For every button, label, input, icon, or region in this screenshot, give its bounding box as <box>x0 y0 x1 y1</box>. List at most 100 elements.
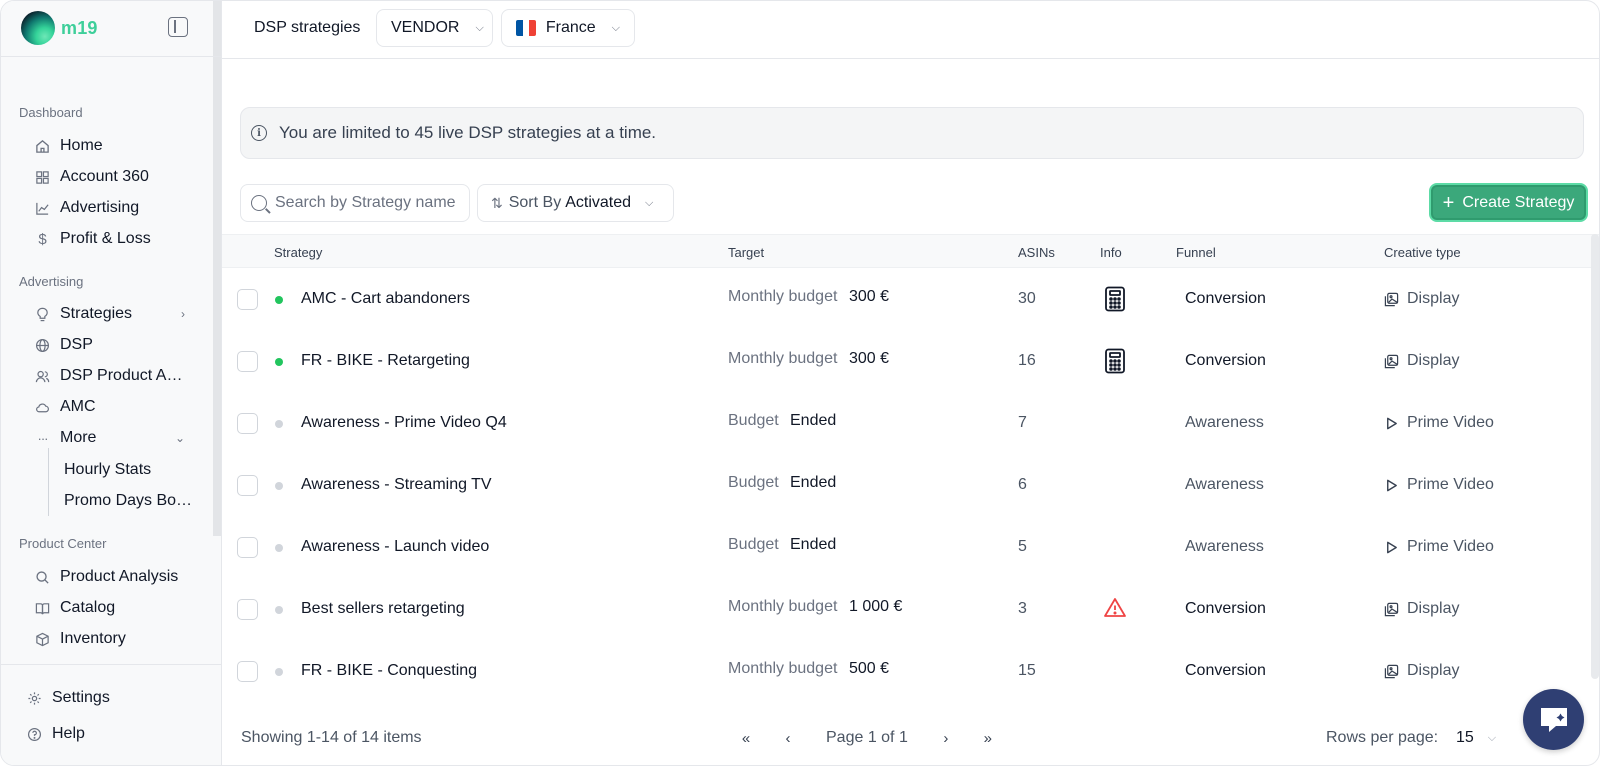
users-icon <box>35 369 50 384</box>
search-input[interactable] <box>275 194 455 212</box>
chevron-down-icon: ⌵ <box>475 21 484 34</box>
row-checkbox[interactable] <box>237 537 258 558</box>
asins-count: 5 <box>1018 538 1027 555</box>
chart-line-icon <box>35 201 50 216</box>
brand[interactable]: m19 <box>21 11 98 45</box>
strategy-search[interactable] <box>240 184 470 222</box>
sidebar-item-inventory[interactable]: Inventory <box>35 626 195 652</box>
section-title-product-center: Product Center <box>19 536 107 551</box>
strategy-name[interactable]: Best sellers retargeting <box>301 600 465 617</box>
sidebar-item-dsp[interactable]: DSP <box>35 332 195 358</box>
sidebar-item-advertising[interactable]: Advertising <box>35 195 195 221</box>
ellipsis-icon: ··· <box>37 430 49 446</box>
first-page-icon[interactable]: « <box>741 729 751 747</box>
search-icon <box>251 195 267 211</box>
strategy-name[interactable]: Awareness - Streaming TV <box>301 476 492 493</box>
marketplace-dropdown[interactable]: France ⌵ <box>501 9 635 47</box>
sidebar-item-home[interactable]: Home <box>35 133 195 159</box>
table-row[interactable]: Awareness - Streaming TV Budget Ended 6 Awar… <box>222 455 1592 517</box>
calculator-icon[interactable] <box>1103 348 1127 374</box>
strategy-name[interactable]: FR - BIKE - Retargeting <box>301 352 470 369</box>
table-scrollbar[interactable] <box>1591 234 1599 679</box>
table-row[interactable]: Awareness - Prime Video Q4 Budget Ended 7 Aw… <box>222 393 1592 455</box>
table-row[interactable]: FR - BIKE - Conquesting Monthly budget 500… <box>222 641 1592 703</box>
sidebar-item-label: Inventory <box>60 630 126 647</box>
table-row[interactable]: AMC - Cart abandoners Monthly budget 300 €… <box>222 269 1592 331</box>
target-label: Budget <box>728 474 779 491</box>
sidebar-divider <box>1 664 222 665</box>
funnel-value: Conversion <box>1185 290 1266 307</box>
account-type-dropdown[interactable]: VENDOR ⌵ <box>376 9 493 47</box>
sidebar-item-profit-loss[interactable]: $ Profit & Loss <box>35 226 195 252</box>
sidebar-item-label: DSP Product Audiences <box>60 367 188 384</box>
sidebar-item-dsp-product-audiences[interactable]: DSP Product Audiences <box>35 363 195 389</box>
calculator-icon[interactable] <box>1103 286 1127 312</box>
warning-icon[interactable] <box>1103 596 1127 622</box>
target-label: Monthly budget <box>728 288 838 305</box>
create-strategy-button[interactable]: + Create Strategy <box>1429 183 1588 222</box>
column-header-target[interactable]: Target <box>728 245 765 260</box>
sidebar-subitem-promo-days-boost[interactable]: Promo Days Boost <box>64 492 194 509</box>
table-row[interactable]: Best sellers retargeting Monthly budget 1 … <box>222 579 1592 641</box>
sidebar-subitem-hourly-stats[interactable]: Hourly Stats <box>64 461 152 478</box>
row-checkbox[interactable] <box>237 599 258 620</box>
next-page-icon[interactable]: › <box>943 729 949 747</box>
display-image-icon <box>1384 664 1399 679</box>
column-header-creative-type[interactable]: Creative type <box>1384 245 1461 260</box>
sidebar-item-amc[interactable]: AMC <box>35 394 195 420</box>
strategy-name[interactable]: Awareness - Launch video <box>301 538 490 555</box>
asins-count: 7 <box>1018 414 1027 431</box>
strategy-name[interactable]: Awareness - Prime Video Q4 <box>301 414 507 431</box>
target-value: 300 € <box>849 288 890 305</box>
target-value: 500 € <box>849 660 890 677</box>
row-checkbox[interactable] <box>237 661 258 682</box>
table-row[interactable]: Awareness - Launch video Budget Ended 5 Awar… <box>222 517 1592 579</box>
chevron-down-icon: ⌵ <box>645 196 654 209</box>
last-page-icon[interactable]: » <box>983 729 993 747</box>
sidebar-item-settings[interactable]: Settings <box>27 689 110 707</box>
row-checkbox[interactable] <box>237 475 258 496</box>
creative-type-label: Display <box>1407 662 1460 679</box>
column-header-asins[interactable]: ASINs <box>1018 245 1055 260</box>
sidebar-item-account-360[interactable]: Account 360 <box>35 164 195 190</box>
status-dot <box>275 420 283 428</box>
sort-dropdown[interactable]: ⇅ Sort By Activated ⌵ <box>477 184 674 222</box>
row-checkbox[interactable] <box>237 289 258 310</box>
sidebar-item-catalog[interactable]: Catalog <box>35 595 195 621</box>
sidebar-item-label: More <box>60 429 97 446</box>
sidebar-item-help[interactable]: Help <box>27 725 85 743</box>
france-flag-icon <box>516 20 536 36</box>
funnel-value: Awareness <box>1185 538 1264 555</box>
row-checkbox[interactable] <box>237 413 258 434</box>
table-row[interactable]: FR - BIKE - Retargeting Monthly budget 300… <box>222 331 1592 393</box>
play-icon <box>1384 478 1399 493</box>
gear-icon <box>27 691 42 706</box>
column-header-funnel[interactable]: Funnel <box>1176 245 1216 260</box>
chat-support-button[interactable] <box>1523 689 1584 750</box>
sidebar-item-product-analysis[interactable]: Product Analysis <box>35 564 195 590</box>
target-label: Monthly budget <box>728 598 838 615</box>
status-dot <box>275 296 283 304</box>
status-dot <box>275 544 283 552</box>
sidebar-item-label: Help <box>52 725 85 742</box>
target-label: Budget <box>728 536 779 553</box>
sidebar: m19 Dashboard Home Account 360 Advertisi… <box>1 1 222 765</box>
logo <box>21 11 55 45</box>
strategy-name[interactable]: AMC - Cart abandoners <box>301 290 470 307</box>
sidebar-toggle-icon[interactable] <box>168 17 188 37</box>
status-dot <box>275 606 283 614</box>
sidebar-item-label: Product Analysis <box>60 568 179 585</box>
prev-page-icon[interactable]: ‹ <box>785 729 791 747</box>
row-checkbox[interactable] <box>237 351 258 372</box>
strategy-name[interactable]: FR - BIKE - Conquesting <box>301 662 478 679</box>
rows-per-page-select[interactable]: 15 ⌵ <box>1456 729 1496 747</box>
section-title-advertising: Advertising <box>19 274 84 289</box>
column-header-strategy[interactable]: Strategy <box>274 245 323 260</box>
funnel-value: Conversion <box>1185 600 1266 617</box>
top-bar: DSP strategies VENDOR ⌵ France ⌵ <box>222 1 1599 59</box>
sidebar-item-strategies[interactable]: Strategies › <box>35 301 195 327</box>
play-icon <box>1384 416 1399 431</box>
sidebar-item-more[interactable]: ··· More ⌄ <box>35 425 195 451</box>
sidebar-scrollbar[interactable] <box>213 1 221 536</box>
globe-icon <box>35 338 50 353</box>
